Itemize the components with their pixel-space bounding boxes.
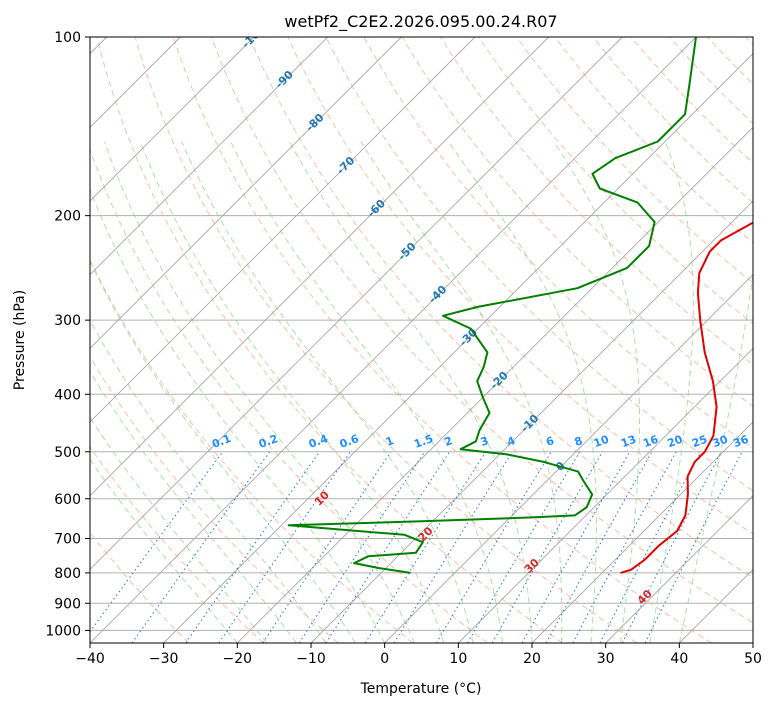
y-tick-label: 900 [54,596,81,612]
background-lines [90,37,753,643]
isotherm-line [163,53,753,643]
isotherm-line [458,347,753,643]
moist-adiabat-line [90,370,297,643]
y-tick-label: 700 [54,532,81,548]
mixing-ratio-label: 1 [384,434,396,449]
moist-adiabat-line [230,141,503,643]
mixing-ratio-line [467,451,581,643]
x-tick-label: 30 [597,651,615,667]
isotherm-line [237,126,753,643]
dry-adiabat-line [90,258,414,643]
mixing-ratio-label: 25 [690,433,709,450]
mixing-ratio-label: 13 [619,433,638,450]
moist-adiabat-line [90,319,327,643]
moist-adiabat-line [553,141,640,643]
moist-adiabat-line [181,141,474,643]
isotherm-line [90,37,328,276]
moist-adiabat-line [678,270,753,643]
mixing-ratio-line [599,451,702,643]
mixing-ratio-label: 8 [573,434,585,449]
mixing-ratio-line [262,451,392,643]
dry-adiabat-line [325,37,753,492]
axes: −40 −30 −20 −10 0 10 20 30 40 5010020030040050060… [45,30,762,667]
dry-adiabat-line [211,37,753,624]
y-tick-label: 800 [54,566,81,582]
mixing-ratio-line [572,451,677,643]
dry-adiabat-line [592,37,753,204]
mixing-ratio-label: 20 [666,433,685,451]
dry-adiabat-line [401,37,753,407]
moist-adiabat-line [288,141,533,643]
dry-adiabat-line [96,37,563,643]
x-tick-label: −10 [296,651,326,667]
mixing-ratio-label: 6 [544,434,556,449]
mixing-ratio-label: 1.5 [412,432,435,451]
mixing-ratio-line [298,451,426,643]
isotherm-line [90,37,623,570]
chart-title: wetPf2_C2E2.2026.095.00.24.R07 [284,12,557,32]
mixing-ratio-line [325,451,451,643]
mixing-ratio-label: 0.4 [307,432,330,451]
x-tick-label: −40 [75,651,105,667]
x-tick-label: 50 [744,651,762,667]
dry-adiabat-line [134,37,638,643]
isotherm-line [90,37,255,202]
x-tick-label: −20 [223,651,253,667]
dry-adiabat-line [249,37,753,579]
x-tick-label: 10 [449,651,467,667]
y-tick-label: 300 [54,313,81,329]
mixing-ratio-label: 2 [443,434,455,449]
mixing-ratio-label: 36 [731,433,750,451]
moist-adiabat-line [90,416,268,643]
moist-adiabat-line [447,141,597,643]
y-tick-label: 100 [54,30,81,46]
x-axis-title: Temperature (°C) [360,681,482,697]
moist-adiabat-line [649,141,694,643]
isotherm-line [384,274,753,643]
dry-adiabat-line [90,445,264,643]
mixing-ratio-label: 0.1 [210,432,233,451]
isotherm-line [531,421,753,643]
isotherm-line [90,37,549,497]
mixing-ratio-label: 16 [641,433,660,451]
mixing-ratio-line [393,451,513,643]
plot-frame [89,36,754,644]
y-tick-label: 600 [54,492,81,508]
x-tick-label: 40 [670,651,688,667]
moist-adiabat-line [360,141,563,643]
dry-adiabat-line [630,37,753,164]
dry-adiabat-line [172,37,712,643]
isotherm-line [90,37,476,423]
x-tick-label: 0 [380,651,389,667]
mixing-ratio-label: 30 [711,433,730,451]
mixing-ratio-label: 10 [592,433,611,451]
mixing-ratio-label: 0.2 [257,432,280,451]
y-tick-label: 1000 [45,623,81,639]
mixing-ratio-line [185,451,321,643]
mixing-ratio-line [218,451,351,643]
mixing-ratio-line [364,451,487,643]
mixing-ratio-label: 0.6 [338,432,361,451]
mixing-ratio-label: 4 [505,434,517,449]
dewpoint-line [287,37,697,574]
data-series [287,37,753,574]
x-tick-label: −30 [149,651,179,667]
x-tick-label: 20 [523,651,541,667]
isotherm-line [90,37,402,349]
mixing-ratio-line [435,451,552,643]
y-axis-title: Pressure (hPa) [12,290,28,390]
isotherm-line [605,495,753,643]
temperature-line [620,221,753,574]
moist-adiabat-line [139,141,445,643]
isotherm-line [310,200,753,643]
y-tick-label: 400 [54,387,81,403]
dry-adiabat-line [516,37,753,284]
isotherm-line [90,37,697,643]
y-tick-label: 200 [54,209,81,225]
y-tick-label: 500 [54,445,81,461]
dry-adiabat-line [478,37,753,325]
mixing-ratio-label: 3 [479,434,491,449]
